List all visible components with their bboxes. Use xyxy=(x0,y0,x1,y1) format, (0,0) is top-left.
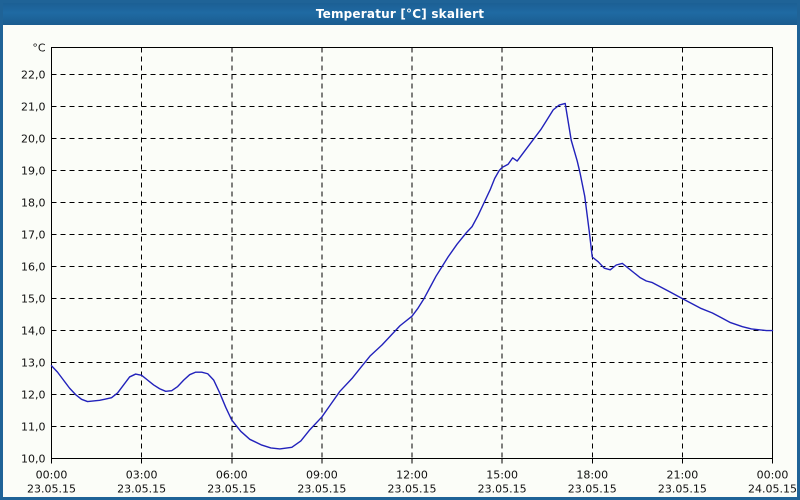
axis-ticks xyxy=(51,458,773,464)
temperature-series xyxy=(50,102,774,450)
y-axis-tick-label: 20,0 xyxy=(21,133,46,146)
y-axis-tick-label: 16,0 xyxy=(21,261,46,274)
y-axis-tick-label: 15,0 xyxy=(21,293,46,306)
y-axis-unit-label: °C xyxy=(32,42,46,55)
x-axis-date-label: 23.05.15 xyxy=(297,483,346,496)
x-axis-date-label: 23.05.15 xyxy=(27,483,76,496)
x-axis-time-label: 00:00 xyxy=(36,469,68,482)
horizontal-gridlines xyxy=(51,47,773,459)
x-axis-time-label: 09:00 xyxy=(306,469,338,482)
y-axis-tick-label: 19,0 xyxy=(21,165,46,178)
y-axis-tick-label: 12,0 xyxy=(21,389,46,402)
x-axis-time-label: 00:00 xyxy=(757,469,789,482)
y-axis-tick-label: 18,0 xyxy=(21,197,46,210)
plot-border xyxy=(50,46,774,460)
x-axis-time-label: 12:00 xyxy=(396,469,428,482)
x-axis-time-label: 21:00 xyxy=(667,469,699,482)
y-axis-tick-label: 11,0 xyxy=(21,421,46,434)
plot-frame xyxy=(50,46,774,460)
x-axis-date-label: 23.05.15 xyxy=(568,483,617,496)
temperature-curve xyxy=(50,102,774,450)
y-axis-tick-label: 14,0 xyxy=(21,325,46,338)
x-axis-date-label: 23.05.15 xyxy=(658,483,707,496)
x-axis-labels: 00:0023.05.1503:0023.05.1506:0023.05.150… xyxy=(27,469,797,496)
chart-canvas: 22,0 21,0 20,0 19,0 18,0 17,0 16,0 15,0 14,0 13,0… xyxy=(3,25,797,497)
y-axis-tick-label: 10,0 xyxy=(21,453,46,466)
window-titlebar: Temperatur [°C] skaliert xyxy=(3,3,797,25)
x-axis-time-label: 15:00 xyxy=(486,469,518,482)
x-axis-time-label: 18:00 xyxy=(576,469,608,482)
x-axis-date-label: 23.05.15 xyxy=(207,483,256,496)
y-axis-labels: 22,0 21,0 20,0 19,0 18,0 17,0 16,0 15,0 14,0 13,0… xyxy=(21,42,46,466)
y-axis-tick-label: 13,0 xyxy=(21,357,46,370)
temperature-line-chart: 22,0 21,0 20,0 19,0 18,0 17,0 16,0 15,0 14,0 13,0… xyxy=(21,42,797,496)
y-axis-tick-label: 17,0 xyxy=(21,229,46,242)
x-axis-date-label: 23.05.15 xyxy=(478,483,527,496)
vertical-gridlines xyxy=(141,47,683,459)
x-axis-time-label: 06:00 xyxy=(216,469,248,482)
x-axis-date-label: 23.05.15 xyxy=(117,483,166,496)
x-axis-time-label: 03:00 xyxy=(126,469,158,482)
y-axis-tick-label: 22,0 xyxy=(21,69,46,82)
x-axis-date-label: 23.05.15 xyxy=(388,483,437,496)
x-axis-date-label: 24.05.15 xyxy=(748,483,797,496)
window-title: Temperatur [°C] skaliert xyxy=(315,7,485,21)
y-axis-tick-label: 21,0 xyxy=(21,101,46,114)
